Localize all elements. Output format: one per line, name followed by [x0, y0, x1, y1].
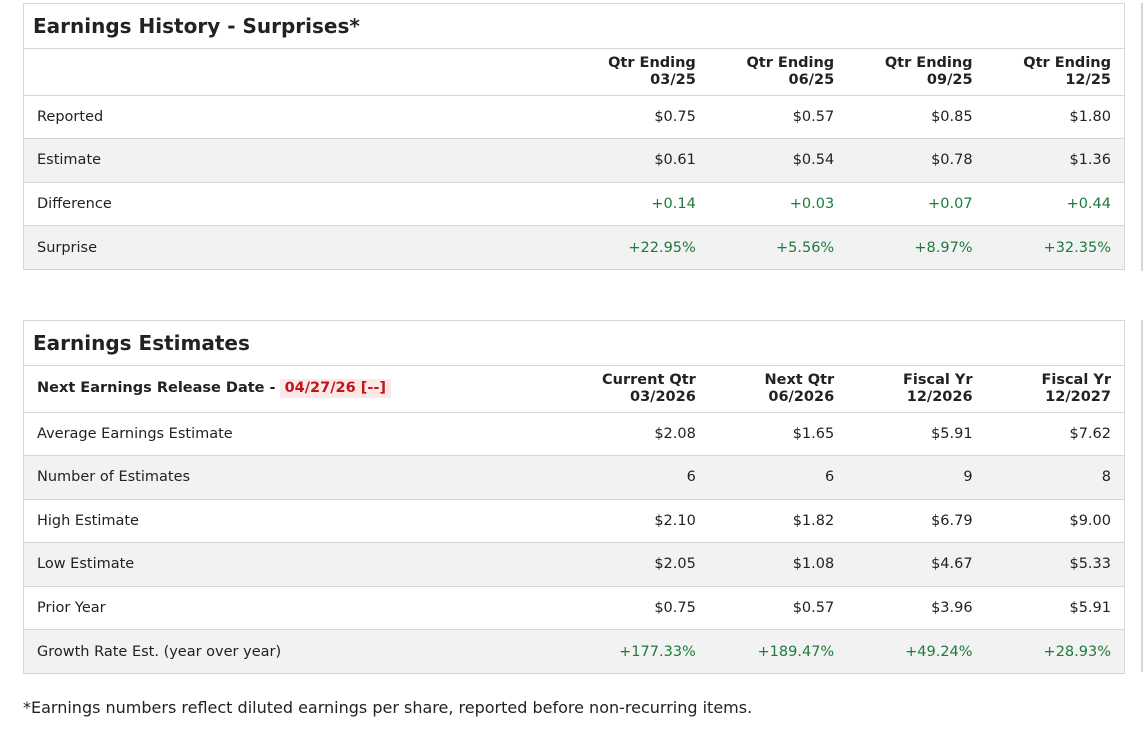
- column-header: Qtr Ending 12/25: [985, 49, 1124, 96]
- column-header: Qtr Ending 06/25: [708, 49, 848, 96]
- earnings-estimates-title: Earnings Estimates: [24, 321, 1124, 366]
- table-row-low-estimate: Low Estimate $2.05 $1.08 $4.67 $5.33: [24, 542, 1124, 587]
- cell-value: $4.67: [847, 542, 986, 587]
- row-label: Average Earnings Estimate: [24, 412, 571, 456]
- earnings-estimates-table: Next Earnings Release Date -04/27/26 [--…: [24, 366, 1124, 673]
- cell-value-positive: +0.03: [708, 182, 848, 226]
- cell-value: $0.54: [708, 138, 848, 183]
- cell-value: $2.10: [570, 499, 709, 543]
- footnote: *Earnings numbers reflect diluted earnin…: [23, 698, 753, 717]
- row-label: Number of Estimates: [24, 455, 571, 500]
- column-header: Next Qtr 06/2026: [708, 366, 848, 413]
- table-row-number-of-estimates: Number of Estimates 6 6 9 8: [24, 455, 1124, 500]
- column-header: Qtr Ending 09/25: [847, 49, 986, 96]
- cell-value: $0.57: [708, 95, 848, 139]
- next-release-header: Next Earnings Release Date -04/27/26 [--…: [24, 366, 571, 413]
- column-header: Current Qtr 03/2026: [570, 366, 709, 413]
- earnings-history-table: Qtr Ending 03/25 Qtr Ending 06/25 Qtr Endi…: [24, 49, 1124, 269]
- cell-value: $5.33: [985, 542, 1124, 587]
- next-release-label: Next Earnings Release Date -: [37, 380, 276, 397]
- row-label: Surprise: [24, 225, 571, 269]
- header-empty-cell: [24, 49, 571, 96]
- table-row-prior-year: Prior Year $0.75 $0.57 $3.96 $5.91: [24, 586, 1124, 630]
- cell-value: $6.79: [847, 499, 986, 543]
- cell-value: $5.91: [985, 586, 1124, 630]
- cell-value: 6: [708, 455, 848, 500]
- column-header: Qtr Ending 03/25: [570, 49, 709, 96]
- cell-value: $5.91: [847, 412, 986, 456]
- row-label: Low Estimate: [24, 542, 571, 587]
- row-label: High Estimate: [24, 499, 571, 543]
- table-header-row: Qtr Ending 03/25 Qtr Ending 06/25 Qtr Endi…: [24, 49, 1124, 96]
- next-release-date-badge[interactable]: 04/27/26 [--]: [279, 379, 392, 399]
- cell-value: $9.00: [985, 499, 1124, 543]
- cell-value: $7.62: [985, 412, 1124, 456]
- cell-value: $0.75: [570, 95, 709, 139]
- cell-value: $1.36: [985, 138, 1124, 183]
- cell-value-positive: +0.14: [570, 182, 709, 226]
- row-label: Prior Year: [24, 586, 571, 630]
- earnings-history-panel: Earnings History - Surprises* Qtr Ending…: [23, 3, 1125, 270]
- row-label: Growth Rate Est. (year over year): [24, 629, 571, 673]
- cell-value: $2.08: [570, 412, 709, 456]
- cell-value-positive: +32.35%: [985, 225, 1124, 269]
- cell-value: 8: [985, 455, 1124, 500]
- column-header: Fiscal Yr 12/2027: [985, 366, 1124, 413]
- earnings-estimates-panel: Earnings Estimates Next Earnings Release…: [23, 320, 1125, 674]
- row-label: Reported: [24, 95, 571, 139]
- table-row-high-estimate: High Estimate $2.10 $1.82 $6.79 $9.00: [24, 499, 1124, 543]
- row-label: Difference: [24, 182, 571, 226]
- cell-value-positive: +49.24%: [847, 629, 986, 673]
- table-header-row: Next Earnings Release Date -04/27/26 [--…: [24, 366, 1124, 413]
- cell-value: $1.80: [985, 95, 1124, 139]
- cell-value: 9: [847, 455, 986, 500]
- cell-value-positive: +0.44: [985, 182, 1124, 226]
- table-row-growth-rate: Growth Rate Est. (year over year) +177.3…: [24, 629, 1124, 673]
- cell-value-positive: +189.47%: [708, 629, 848, 673]
- table-row-estimate: Estimate $0.61 $0.54 $0.78 $1.36: [24, 138, 1124, 183]
- table-row-reported: Reported $0.75 $0.57 $0.85 $1.80: [24, 95, 1124, 139]
- cell-value: $2.05: [570, 542, 709, 587]
- cell-value: $0.75: [570, 586, 709, 630]
- cell-value-positive: +8.97%: [847, 225, 986, 269]
- panel-edge-divider: [1141, 3, 1143, 271]
- cell-value: $0.85: [847, 95, 986, 139]
- table-row-surprise: Surprise +22.95% +5.56% +8.97% +32.35%: [24, 225, 1124, 269]
- table-row-average-estimate: Average Earnings Estimate $2.08 $1.65 $5…: [24, 412, 1124, 456]
- cell-value: $1.82: [708, 499, 848, 543]
- cell-value: $0.78: [847, 138, 986, 183]
- cell-value: $0.57: [708, 586, 848, 630]
- column-header: Fiscal Yr 12/2026: [847, 366, 986, 413]
- cell-value: 6: [570, 455, 709, 500]
- cell-value: $1.65: [708, 412, 848, 456]
- table-row-difference: Difference +0.14 +0.03 +0.07 +0.44: [24, 182, 1124, 226]
- cell-value-positive: +177.33%: [570, 629, 709, 673]
- earnings-history-title: Earnings History - Surprises*: [24, 4, 1124, 49]
- cell-value-positive: +5.56%: [708, 225, 848, 269]
- cell-value: $3.96: [847, 586, 986, 630]
- panel-edge-divider: [1141, 320, 1143, 672]
- cell-value-positive: +0.07: [847, 182, 986, 226]
- cell-value: $1.08: [708, 542, 848, 587]
- cell-value-positive: +22.95%: [570, 225, 709, 269]
- row-label: Estimate: [24, 138, 571, 183]
- cell-value-positive: +28.93%: [985, 629, 1124, 673]
- cell-value: $0.61: [570, 138, 709, 183]
